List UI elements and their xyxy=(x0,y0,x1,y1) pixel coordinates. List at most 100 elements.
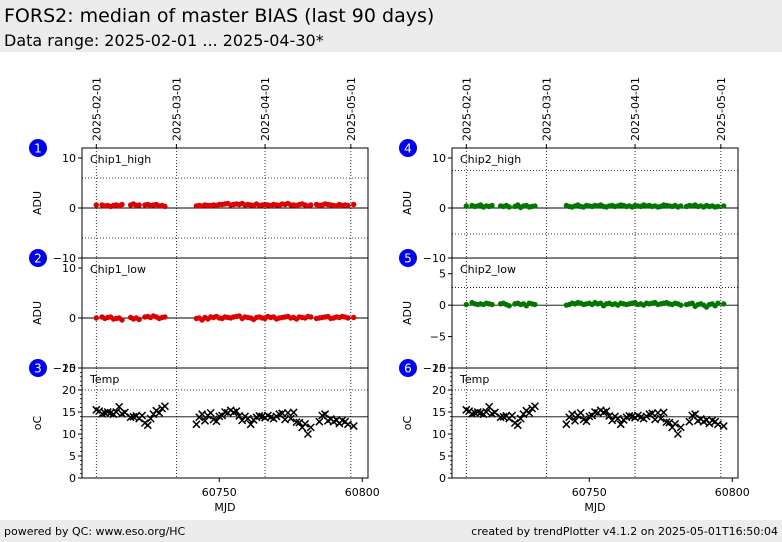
data-point xyxy=(516,414,525,423)
data-point xyxy=(200,416,210,425)
y-axis-label: ADU xyxy=(401,191,414,215)
y-tick-label: −10 xyxy=(53,362,76,375)
panel-number-text: 6 xyxy=(404,362,412,376)
panel-number-badge xyxy=(399,139,417,157)
y-tick-label: −10 xyxy=(423,362,446,375)
data-point xyxy=(673,429,682,439)
y-tick-label: 10 xyxy=(62,428,76,441)
data-point xyxy=(93,202,100,208)
panel-number-badge xyxy=(29,359,47,377)
data-point xyxy=(715,300,721,306)
panel-label: Temp xyxy=(89,373,119,386)
data-point xyxy=(656,414,665,423)
x-axis-label: MJD xyxy=(584,501,605,514)
x-tick-label: 60800 xyxy=(715,486,750,499)
data-point xyxy=(525,408,534,417)
panel-number-text: 1 xyxy=(34,142,42,156)
data-point xyxy=(295,418,304,427)
date-tick-label: 2025-02-01 xyxy=(460,77,473,141)
y-tick-label: 0 xyxy=(69,312,76,325)
panel-number-badge xyxy=(399,359,417,377)
panel-label: Chip1_low xyxy=(90,263,146,276)
y-tick-label: 10 xyxy=(432,152,446,165)
data-point xyxy=(136,316,142,323)
x-tick-label: 60750 xyxy=(572,486,607,499)
y-tick-label: 5 xyxy=(439,268,446,281)
y-tick-label: 0 xyxy=(439,299,446,312)
data-point xyxy=(315,417,324,426)
data-point xyxy=(119,201,125,208)
panel-2: −10 0 10 ADU Chip1_low 2 xyxy=(29,249,369,375)
y-tick-label: 5 xyxy=(69,450,76,463)
y-tick-label: −10 xyxy=(53,252,76,265)
data-point xyxy=(143,421,152,430)
data-point xyxy=(246,420,255,429)
data-point xyxy=(126,413,135,422)
data-point xyxy=(532,203,538,209)
data-point xyxy=(568,410,577,419)
data-point xyxy=(463,203,469,209)
y-axis-label: ADU xyxy=(31,191,44,215)
data-point xyxy=(602,407,611,416)
data-point xyxy=(719,422,728,431)
panel-5: −10 −5 0 5 ADU Chip2_low 5 xyxy=(399,249,739,375)
data-point xyxy=(489,301,495,308)
data-point xyxy=(506,303,512,309)
data-point xyxy=(303,429,312,439)
y-tick-label: 0 xyxy=(439,472,446,485)
data-point xyxy=(112,407,121,417)
y-tick-label: 10 xyxy=(432,428,446,441)
data-point xyxy=(345,315,351,321)
footer-bar: powered by QC: www.eso.org/HC created by… xyxy=(0,520,782,542)
data-point xyxy=(308,202,314,208)
data-point xyxy=(625,411,634,420)
x-tick-label: 60800 xyxy=(345,486,380,499)
data-point xyxy=(93,315,100,321)
panel-number-badge xyxy=(399,249,417,267)
data-point xyxy=(255,411,264,420)
data-point xyxy=(608,416,617,425)
data-point xyxy=(463,301,469,308)
data-point xyxy=(562,420,571,429)
data-point xyxy=(532,301,538,308)
data-point xyxy=(721,203,727,209)
y-tick-label: −5 xyxy=(430,331,446,344)
data-point xyxy=(238,416,247,425)
y-tick-label: 20 xyxy=(432,384,446,397)
y-tick-label: 15 xyxy=(432,406,446,419)
panel-number-text: 4 xyxy=(404,142,412,156)
data-point xyxy=(613,414,622,423)
data-point xyxy=(206,408,215,417)
data-point xyxy=(351,314,357,321)
date-tick-label: 2025-05-01 xyxy=(715,77,728,141)
data-point xyxy=(349,422,358,431)
y-tick-label: 10 xyxy=(62,262,76,275)
panel-number-badge xyxy=(29,139,47,157)
data-point xyxy=(659,408,668,417)
y-tick-label: 0 xyxy=(69,472,76,485)
panel-frame xyxy=(81,367,369,479)
data-point xyxy=(508,411,517,420)
y-tick-label: 25 xyxy=(432,362,446,375)
panel-label: Chip1_high xyxy=(90,153,151,166)
data-point xyxy=(192,420,201,429)
data-point xyxy=(506,204,512,210)
date-tick-label: 2025-03-01 xyxy=(170,77,183,141)
header-bar: FORS2: median of master BIAS (last 90 da… xyxy=(0,0,782,52)
panel-number-text: 2 xyxy=(34,252,42,266)
data-point xyxy=(721,301,727,307)
data-range-subtitle: Data range: 2025-02-01 ... 2025-04-30* xyxy=(4,31,324,50)
y-axis-label: oC xyxy=(401,415,414,430)
panel-label: Chip2_low xyxy=(460,263,516,276)
page-title: FORS2: median of master BIAS (last 90 da… xyxy=(4,5,435,27)
panel-label: Temp xyxy=(459,373,489,386)
data-point xyxy=(136,202,142,208)
x-tick-label: 60750 xyxy=(202,486,237,499)
data-point xyxy=(482,407,491,417)
data-point xyxy=(289,408,298,417)
data-point xyxy=(685,417,694,426)
y-tick-label: 5 xyxy=(439,450,446,463)
date-tick-label: 2025-04-01 xyxy=(259,77,272,141)
x-axis-label: MJD xyxy=(214,501,235,514)
data-point xyxy=(138,411,147,420)
